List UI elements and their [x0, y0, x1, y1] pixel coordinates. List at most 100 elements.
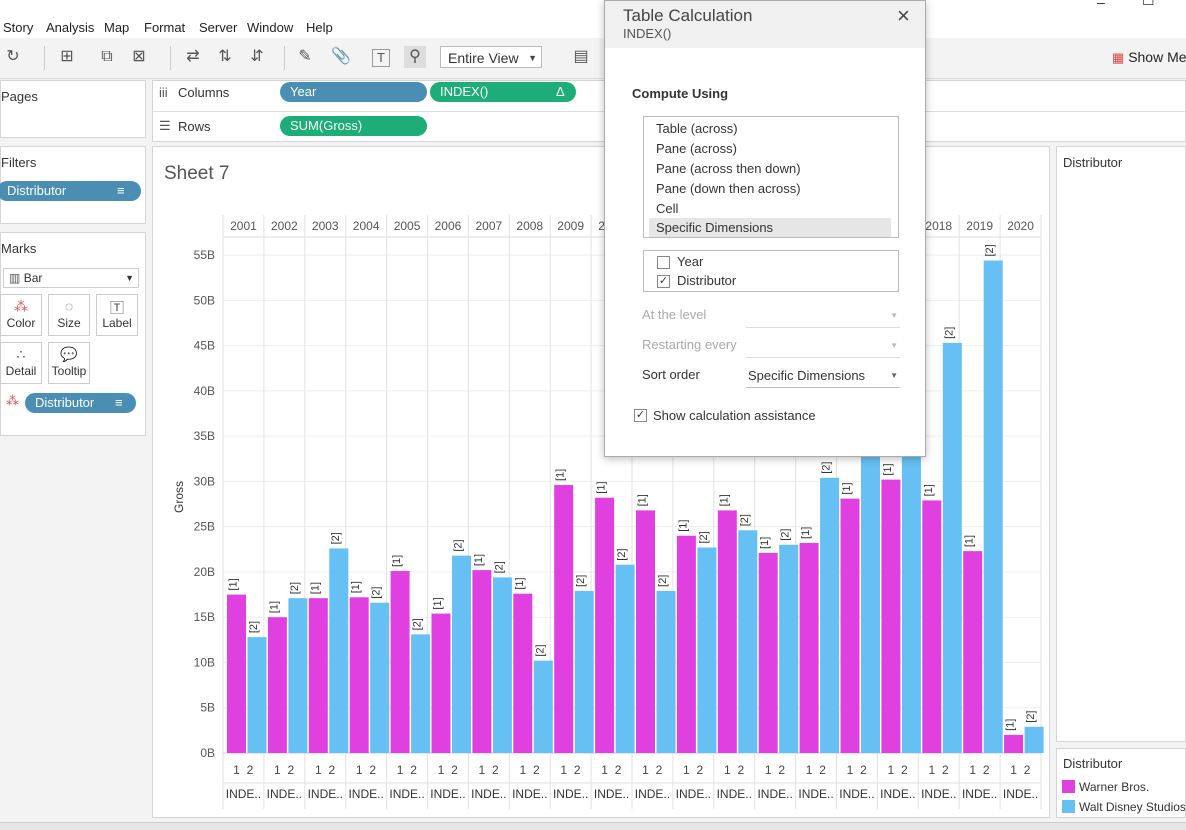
option-specific-dimensions[interactable]: Specific Dimensions — [656, 220, 774, 235]
group-icon[interactable]: 📎 — [331, 48, 351, 65]
delta-icon: Δ — [556, 84, 565, 99]
restarting-every-label: Restarting every — [642, 337, 737, 352]
bar-disney — [779, 544, 799, 753]
index-header-label: INDE.. — [1003, 787, 1038, 801]
sort-ascending-icon[interactable]: ⇅ — [218, 48, 232, 65]
index-pill[interactable]: INDEX() Δ — [430, 82, 576, 102]
index-header-label: INDE.. — [921, 787, 956, 801]
bar-disney — [452, 555, 471, 753]
sort-order-select[interactable]: Specific Dimensions ▼ — [746, 366, 900, 388]
presentation-icon[interactable]: ▤ — [573, 48, 589, 65]
year-header: 2004 — [353, 219, 380, 233]
bar-data-label: [1] — [596, 481, 608, 493]
tooltip-button[interactable]: 💬 Tooltip — [48, 342, 90, 384]
highlight-icon[interactable]: ✎ — [298, 48, 312, 65]
index-header-label: INDE.. — [676, 787, 711, 801]
index-tick-1: 1 — [765, 763, 772, 777]
legend-swatch-warner — [1062, 780, 1075, 793]
fix-axes-icon[interactable]: ⚲ — [404, 46, 426, 68]
index-header-label: INDE.. — [798, 787, 833, 801]
maximize-button[interactable]: ☐ — [1142, 0, 1155, 8]
menu-server[interactable]: Server — [199, 20, 238, 35]
restarting-every-select: ▼ — [746, 336, 900, 358]
bar-data-label: [2] — [943, 327, 955, 339]
bar-data-label: [2] — [657, 575, 669, 587]
index-tick-2: 2 — [533, 763, 540, 777]
index-tick-2: 2 — [451, 763, 458, 777]
size-button[interactable]: ◌ Size — [48, 294, 90, 336]
index-tick-2: 2 — [328, 763, 335, 777]
bar-disney — [901, 418, 921, 753]
bar-disney — [329, 548, 349, 753]
year-checkbox[interactable] — [657, 256, 670, 269]
index-tick-1: 1 — [847, 763, 854, 777]
toolbar-separator — [44, 46, 45, 70]
option-table-across[interactable]: Table (across) — [656, 121, 738, 136]
sum-gross-pill[interactable]: SUM(Gross) — [280, 116, 427, 136]
index-tick-1: 1 — [274, 763, 281, 777]
bar-data-label: [1] — [882, 463, 894, 475]
menu-story[interactable]: Story — [3, 20, 34, 35]
show-me-button[interactable]: ▦ Show Me — [1112, 49, 1186, 66]
option-cell[interactable]: Cell — [656, 201, 679, 216]
bar-warner — [676, 535, 696, 753]
distributor-filter-pill[interactable]: Distributor ≡ — [0, 181, 141, 201]
rows-label: Rows — [178, 119, 211, 134]
menu-map[interactable]: Map — [104, 20, 130, 35]
year-header: 2003 — [312, 219, 339, 233]
distributor-color-pill[interactable]: Distributor ≡ — [25, 393, 136, 413]
bar-data-label: [2] — [534, 644, 546, 656]
index-tick-1: 1 — [233, 763, 240, 777]
option-pane-across[interactable]: Pane (across) — [656, 141, 737, 156]
index-header-label: INDE.. — [594, 787, 629, 801]
bar-data-label: [1] — [309, 582, 321, 594]
label-button[interactable]: 🅃 Label — [96, 294, 138, 336]
chevron-down-icon: ▼ — [528, 53, 537, 63]
fit-view-select[interactable]: Entire View ▼ — [440, 46, 542, 68]
index-header-label: INDE.. — [308, 787, 343, 801]
label-icon: 🅃 — [110, 300, 124, 316]
detail-button[interactable]: ∴ Detail — [0, 342, 42, 384]
distributor-filter-card: Distributor Paramount Vant...Picturehous… — [1056, 146, 1186, 742]
color-button[interactable]: ⁂ Color — [0, 294, 42, 336]
rows-icon: ☰ — [159, 118, 171, 133]
index-tick-1: 1 — [683, 763, 690, 777]
close-icon[interactable]: × — [897, 3, 910, 28]
label-icon[interactable]: T — [372, 49, 390, 67]
bar-warner — [758, 552, 778, 753]
year-pill[interactable]: Year — [280, 82, 427, 102]
bar-warner — [349, 597, 369, 753]
chevron-down-icon: ▼ — [890, 341, 898, 350]
show-me-icon: ▦ — [1112, 50, 1125, 65]
duplicate-sheet-icon[interactable]: ⧉ — [101, 48, 113, 65]
sort-descending-icon[interactable]: ⇵ — [250, 48, 264, 65]
index-tick-1: 1 — [642, 763, 649, 777]
tooltip-icon: 💬 — [60, 346, 78, 362]
bar-data-label: [2] — [371, 586, 383, 598]
bar-disney — [1024, 726, 1044, 753]
redo-icon[interactable]: ↻ — [6, 48, 20, 65]
bar-data-label: [2] — [289, 582, 301, 594]
marks-card: Marks ▥ Bar ▼ ⁂ Color ◌ Size 🅃 Label ∴ Detai… — [0, 232, 146, 436]
swap-rows-columns-icon[interactable]: ⇄ — [186, 48, 200, 65]
index-tick-2: 2 — [697, 763, 704, 777]
option-pane-across-then-down[interactable]: Pane (across then down) — [656, 161, 801, 176]
distributor-checkbox[interactable]: ✓ — [657, 275, 670, 288]
year-header: 2008 — [516, 219, 543, 233]
sheet-view: Sheet 7 0B 5B 10B 15B 20B 25B 30B 35B 40B 45B 50B 5… — [152, 146, 1050, 818]
new-sheet-icon[interactable]: ⊞ — [60, 48, 74, 65]
selected-option-highlight — [649, 218, 891, 237]
menu-analysis[interactable]: Analysis — [46, 20, 95, 35]
mark-type-select[interactable]: ▥ Bar ▼ — [3, 268, 139, 288]
bar-data-label: [1] — [1005, 719, 1017, 731]
dimension-list: Year ✓ Distributor — [643, 250, 899, 292]
menu-help[interactable]: Help — [306, 20, 333, 35]
menu-window[interactable]: Window — [247, 20, 294, 35]
option-pane-down-then-across[interactable]: Pane (down then across) — [656, 181, 801, 196]
show-assistance-checkbox[interactable]: ✓ — [634, 409, 647, 422]
index-tick-2: 2 — [615, 763, 622, 777]
show-assistance-label: Show calculation assistance — [653, 408, 816, 423]
minimize-button[interactable]: – — [1097, 0, 1105, 10]
menu-format[interactable]: Format — [144, 20, 186, 35]
clear-sheet-icon[interactable]: ⊠ — [132, 48, 146, 65]
